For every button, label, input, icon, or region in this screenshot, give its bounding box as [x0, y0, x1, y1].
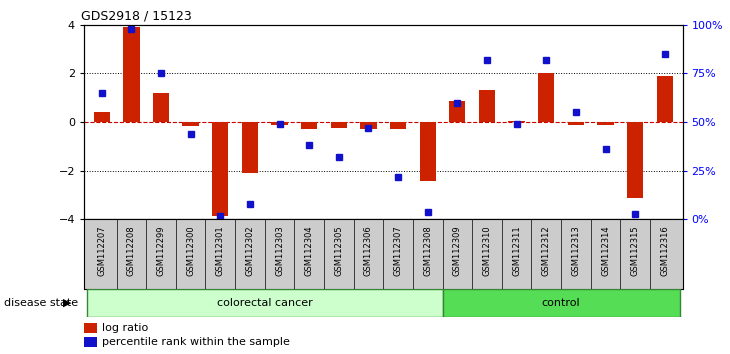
Text: GSM112307: GSM112307	[393, 225, 402, 276]
Bar	[87, 289, 442, 317]
Bar	[509, 121, 525, 122]
Bar	[123, 27, 139, 122]
Bar	[242, 122, 258, 173]
Bar	[182, 122, 199, 126]
Bar	[568, 122, 584, 125]
Text: GSM112316: GSM112316	[660, 225, 669, 276]
Bar	[93, 113, 110, 122]
Bar	[627, 122, 643, 198]
Text: control: control	[542, 298, 580, 308]
Text: GSM112310: GSM112310	[483, 225, 491, 276]
Bar	[656, 76, 673, 122]
Bar	[442, 289, 680, 317]
Bar	[420, 122, 436, 181]
Text: GSM112311: GSM112311	[512, 225, 521, 276]
Bar	[361, 122, 377, 130]
Bar	[84, 323, 97, 333]
Bar	[597, 122, 614, 125]
Text: GSM112299: GSM112299	[156, 225, 166, 275]
Text: GSM112313: GSM112313	[572, 225, 580, 276]
Text: GSM112301: GSM112301	[216, 225, 225, 276]
Text: GSM112208: GSM112208	[127, 225, 136, 276]
Text: disease state: disease state	[4, 298, 78, 308]
Text: GSM112315: GSM112315	[631, 225, 639, 276]
Text: GSM112305: GSM112305	[334, 225, 343, 276]
Text: percentile rank within the sample: percentile rank within the sample	[102, 337, 290, 347]
Text: colorectal cancer: colorectal cancer	[217, 298, 312, 308]
Text: GSM112314: GSM112314	[601, 225, 610, 276]
Bar	[449, 102, 466, 122]
Text: GSM112308: GSM112308	[423, 225, 432, 276]
Bar	[84, 337, 97, 347]
Text: GSM112304: GSM112304	[304, 225, 314, 276]
Text: GSM112300: GSM112300	[186, 225, 195, 276]
Bar	[538, 73, 554, 122]
Bar	[479, 91, 495, 122]
Text: ▶: ▶	[63, 298, 72, 308]
Text: GSM112312: GSM112312	[542, 225, 550, 276]
Bar	[301, 122, 318, 130]
Bar	[153, 93, 169, 122]
Text: GSM112207: GSM112207	[97, 225, 107, 276]
Text: GSM112303: GSM112303	[275, 225, 284, 276]
Text: GSM112309: GSM112309	[453, 225, 462, 276]
Text: GSM112302: GSM112302	[245, 225, 254, 276]
Text: log ratio: log ratio	[102, 323, 148, 333]
Text: GDS2918 / 15123: GDS2918 / 15123	[81, 9, 192, 22]
Text: GSM112306: GSM112306	[364, 225, 373, 276]
Bar	[272, 122, 288, 125]
Bar	[212, 122, 228, 216]
Bar	[390, 122, 406, 130]
Bar	[331, 122, 347, 128]
